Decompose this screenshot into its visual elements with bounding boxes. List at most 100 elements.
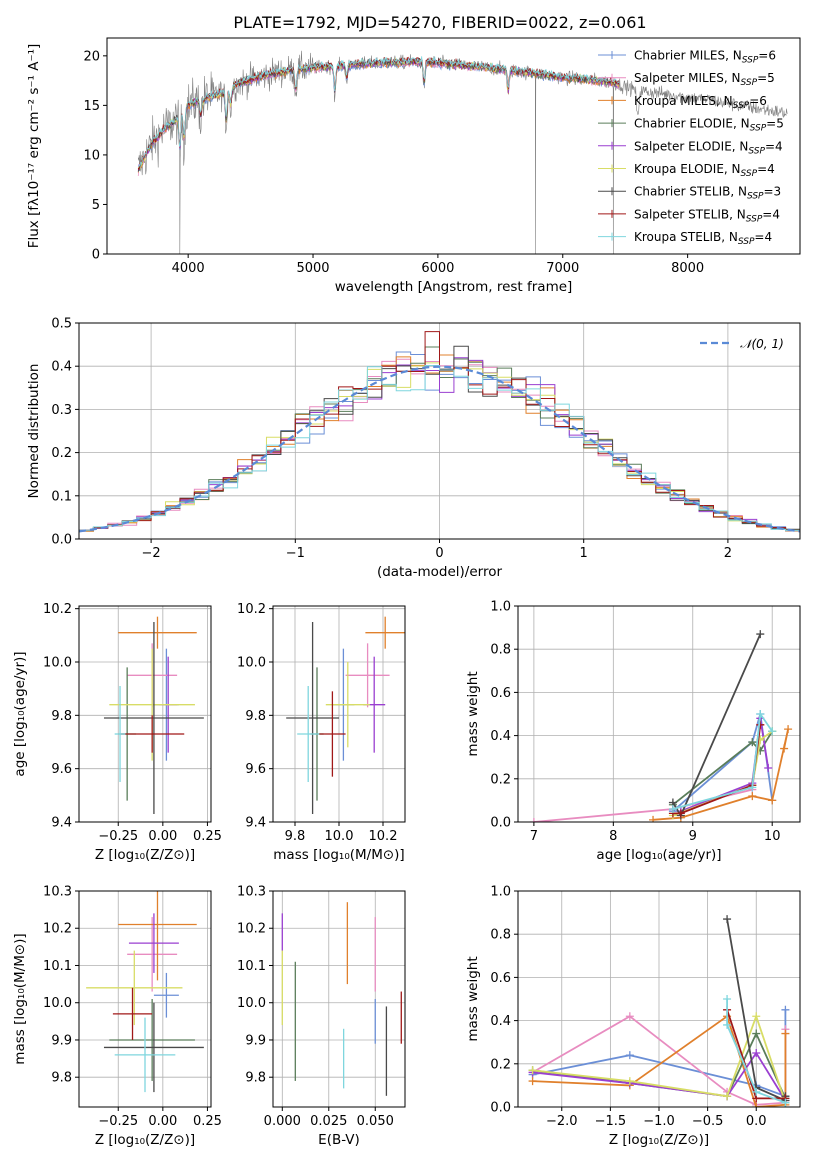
weight-marker: [625, 1051, 634, 1060]
legend-subscript: SSP: [733, 101, 750, 111]
y-tick-label: 0.5: [51, 317, 72, 332]
y-tick-label: 1.0: [490, 600, 511, 615]
x-tick-label: 0.25: [193, 829, 222, 844]
model-spectrum: [137, 56, 620, 171]
x-tick-label: 6000: [421, 261, 454, 276]
weight-line: [726, 999, 786, 1104]
y-tick-label: 0.0: [490, 816, 511, 831]
x-tick-label: 10: [764, 829, 781, 844]
x-tick-label: 0.25: [193, 1114, 222, 1129]
legend-label: Chabrier STELIB, NSSP=3: [634, 185, 781, 202]
y-tick-label: 10.1: [237, 959, 266, 974]
x-tick-label: −0.25: [98, 829, 138, 844]
legend-label: Chabrier ELODIE, NSSP=5: [634, 117, 784, 134]
y-tick-label: 9.8: [245, 1071, 266, 1086]
weight-vs-age-plot-area: [518, 606, 800, 822]
weight-marker: [649, 815, 658, 822]
spectrum-frame: [106, 37, 801, 255]
x-axis-label: Z [log₁₀(Z/Z⊙)]: [95, 1132, 195, 1148]
y-tick-label: 0.0: [51, 533, 72, 548]
age-vs-mass-frame: [272, 605, 406, 823]
x-tick-label: −0.25: [98, 1114, 138, 1129]
y-tick-label: 0.1: [51, 489, 72, 504]
residuals-frame: [78, 322, 801, 540]
x-axis-label: mass [log₁₀(M/M⊙)]: [273, 847, 404, 863]
legend-label: Kroupa ELODIE, NSSP=4: [634, 162, 775, 179]
x-tick-label: 7000: [546, 261, 579, 276]
y-axis-label: Flux [fλ10⁻¹⁷ erg cm⁻² s⁻¹ A⁻¹]: [26, 44, 42, 249]
y-tick-label: 9.8: [245, 709, 266, 724]
y-tick-label: 10.1: [43, 959, 72, 974]
legend-value: =4: [765, 139, 783, 153]
weight-marker: [781, 1005, 790, 1014]
legend-value: =6: [749, 94, 767, 108]
y-tick-label: 0.2: [490, 1057, 511, 1072]
y-tick-label: 0: [92, 248, 100, 263]
x-tick-label: 10.2: [369, 829, 398, 844]
weight-marker: [768, 727, 777, 736]
legend-value: =5: [766, 117, 784, 131]
y-axis-label: mass weight: [465, 671, 481, 756]
weight-marker: [723, 995, 732, 1003]
legend-subscript: SSP: [741, 78, 758, 88]
x-tick-label: 9: [689, 829, 697, 844]
legend-value: =4: [757, 162, 775, 176]
y-tick-label: 5: [92, 198, 100, 213]
y-axis-label: mass [log₁₀(M/M⊙)]: [12, 933, 28, 1064]
y-tick-label: 10.3: [237, 885, 266, 900]
x-axis-label: (data-model)/error: [377, 564, 503, 580]
weight-marker: [756, 710, 765, 718]
weight-vs-Z-frame: [517, 890, 801, 1108]
weight-marker: [756, 630, 765, 639]
y-tick-label: 0.2: [51, 446, 72, 461]
y-tick-label: 9.9: [51, 1033, 72, 1048]
weight-marker: [529, 818, 538, 822]
x-tick-label: 0.00: [148, 1114, 177, 1129]
x-tick-label: 10.0: [325, 829, 354, 844]
y-tick-label: 10.0: [43, 996, 72, 1011]
weight-line: [672, 711, 773, 810]
x-tick-label: 7: [530, 829, 538, 844]
legend-value: =4: [754, 230, 772, 244]
x-tick-label: 4000: [172, 261, 205, 276]
x-tick-label: 0.050: [357, 1114, 394, 1129]
y-tick-label: 10.0: [43, 656, 72, 671]
legend-label: Kroupa STELIB, NSSP=4: [634, 230, 772, 247]
x-tick-label: −2.0: [546, 1114, 578, 1129]
weight-marker: [625, 1012, 634, 1021]
x-tick-label: −2: [142, 546, 161, 561]
weight-marker: [780, 744, 789, 753]
weight-marker: [764, 764, 773, 772]
y-tick-label: 0.8: [490, 643, 511, 658]
weight-marker: [752, 1087, 761, 1096]
legend-label: Salpeter MILES, NSSP=5: [634, 71, 775, 88]
age-vs-Z-frame: [78, 605, 212, 823]
weight-vs-age-frame: [517, 605, 801, 823]
x-tick-label: 0.025: [310, 1114, 347, 1129]
y-tick-label: 0.3: [51, 403, 72, 418]
x-axis-label: Z [log₁₀(Z/Z⊙)]: [95, 847, 195, 863]
y-tick-label: 9.4: [245, 816, 266, 831]
weight-marker: [723, 915, 732, 924]
weight-marker: [625, 1077, 634, 1086]
y-axis-label: mass weight: [465, 956, 481, 1041]
y-tick-label: 9.8: [51, 1071, 72, 1086]
age-vs-mass-plot-area: [273, 606, 405, 822]
legend-value: =5: [757, 71, 775, 85]
x-tick-label: 0: [435, 546, 443, 561]
x-tick-label: 1: [580, 546, 588, 561]
legend-subscript: SSP: [746, 214, 763, 224]
y-tick-label: 0.4: [490, 1014, 511, 1029]
weight-marker: [528, 1066, 537, 1075]
y-tick-label: 0.8: [490, 928, 511, 943]
x-tick-label: 8: [609, 829, 617, 844]
y-tick-label: 10.2: [237, 922, 266, 937]
y-tick-label: 15: [83, 99, 100, 114]
weight-line: [652, 728, 789, 821]
x-tick-label: 9.8: [285, 829, 306, 844]
y-tick-label: 0.4: [51, 360, 72, 375]
normal-curve: [79, 365, 800, 533]
x-tick-label: 8000: [671, 261, 704, 276]
legend-subscript: SSP: [742, 56, 759, 66]
weight-marker: [676, 809, 685, 818]
